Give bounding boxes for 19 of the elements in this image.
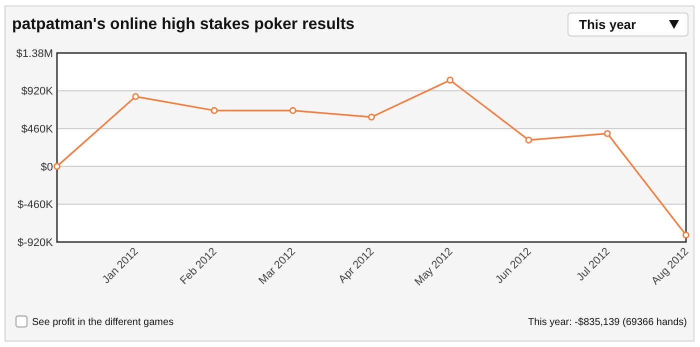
chart-title: patpatman's online high stakes poker results: [12, 16, 355, 33]
y-tick-label: $460K: [21, 123, 54, 136]
text: See profit in the different games: [32, 317, 174, 328]
text: This year: -$835,139 (69366 hands): [528, 317, 687, 328]
y-tick-label: $920K: [21, 86, 54, 98]
point: [289, 107, 296, 114]
point: [368, 114, 375, 121]
y-tick-label: $-920K: [18, 236, 54, 249]
point: [525, 136, 532, 144]
y-tick-label: $1.38M: [16, 48, 53, 60]
point: [210, 107, 218, 114]
point: [54, 162, 60, 170]
point: [682, 232, 690, 238]
y-tick-label: $0: [40, 161, 53, 174]
point: [604, 130, 611, 137]
point: [132, 93, 140, 100]
y-tick-label: $-460K: [18, 199, 54, 212]
point: [446, 76, 454, 84]
text: This year: [579, 17, 636, 32]
